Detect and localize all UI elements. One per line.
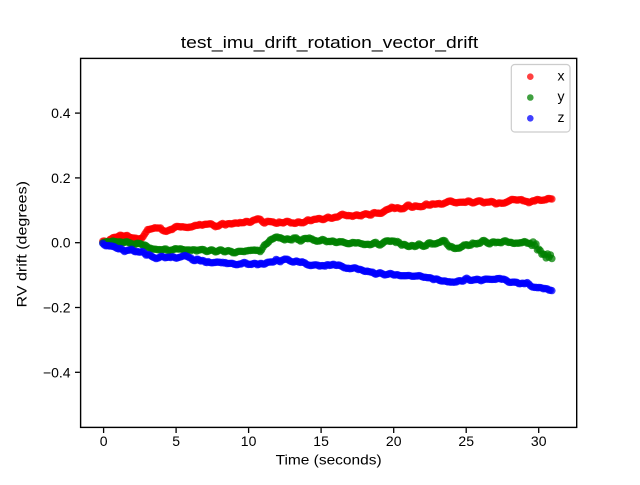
svg-text:0.4: 0.4 xyxy=(51,105,71,121)
svg-text:0.0: 0.0 xyxy=(51,235,71,251)
svg-text:0.2: 0.2 xyxy=(51,170,71,186)
svg-text:30: 30 xyxy=(531,433,547,449)
svg-text:Time (seconds): Time (seconds) xyxy=(276,452,382,468)
svg-text:x: x xyxy=(558,67,565,83)
svg-text:−0.2: −0.2 xyxy=(43,300,71,316)
svg-text:z: z xyxy=(558,109,565,125)
svg-text:y: y xyxy=(558,88,565,104)
svg-text:RV drift (degrees): RV drift (degrees) xyxy=(14,181,30,307)
svg-text:15: 15 xyxy=(313,433,329,449)
svg-text:0: 0 xyxy=(100,433,108,449)
svg-text:20: 20 xyxy=(386,433,402,449)
svg-text:test_imu_drift_rotation_vector: test_imu_drift_rotation_vector_drift xyxy=(181,34,479,52)
svg-text:5: 5 xyxy=(172,433,180,449)
svg-text:10: 10 xyxy=(241,433,257,449)
svg-text:25: 25 xyxy=(458,433,474,449)
svg-text:−0.4: −0.4 xyxy=(43,364,71,380)
